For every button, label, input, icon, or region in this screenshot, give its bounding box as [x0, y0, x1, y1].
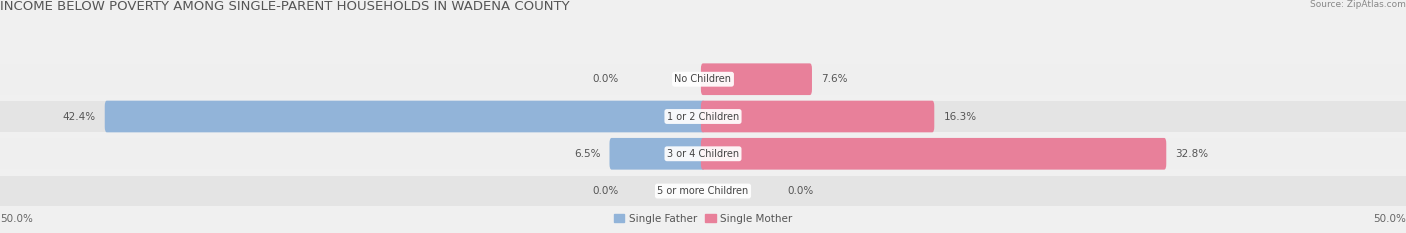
Bar — [0, 101, 1406, 132]
Legend: Single Father, Single Mother: Single Father, Single Mother — [610, 209, 796, 228]
Text: 5 or more Children: 5 or more Children — [658, 186, 748, 196]
Text: 42.4%: 42.4% — [62, 112, 96, 121]
Bar — [0, 64, 1406, 95]
FancyBboxPatch shape — [610, 138, 706, 170]
FancyBboxPatch shape — [105, 101, 704, 132]
FancyBboxPatch shape — [700, 101, 935, 132]
Text: 0.0%: 0.0% — [592, 186, 619, 196]
Bar — [0, 138, 1406, 169]
Text: 3 or 4 Children: 3 or 4 Children — [666, 149, 740, 159]
Text: 7.6%: 7.6% — [821, 74, 848, 84]
Text: 16.3%: 16.3% — [943, 112, 977, 121]
FancyBboxPatch shape — [700, 63, 813, 95]
Text: 6.5%: 6.5% — [574, 149, 600, 159]
Bar — [0, 176, 1406, 206]
Text: 50.0%: 50.0% — [0, 214, 32, 224]
Text: 1 or 2 Children: 1 or 2 Children — [666, 112, 740, 121]
Text: 0.0%: 0.0% — [592, 74, 619, 84]
Text: Source: ZipAtlas.com: Source: ZipAtlas.com — [1310, 0, 1406, 9]
Text: 50.0%: 50.0% — [1374, 214, 1406, 224]
Text: No Children: No Children — [675, 74, 731, 84]
Text: 0.0%: 0.0% — [787, 186, 814, 196]
Text: 32.8%: 32.8% — [1175, 149, 1209, 159]
FancyBboxPatch shape — [700, 138, 1167, 170]
Text: INCOME BELOW POVERTY AMONG SINGLE-PARENT HOUSEHOLDS IN WADENA COUNTY: INCOME BELOW POVERTY AMONG SINGLE-PARENT… — [0, 0, 569, 13]
